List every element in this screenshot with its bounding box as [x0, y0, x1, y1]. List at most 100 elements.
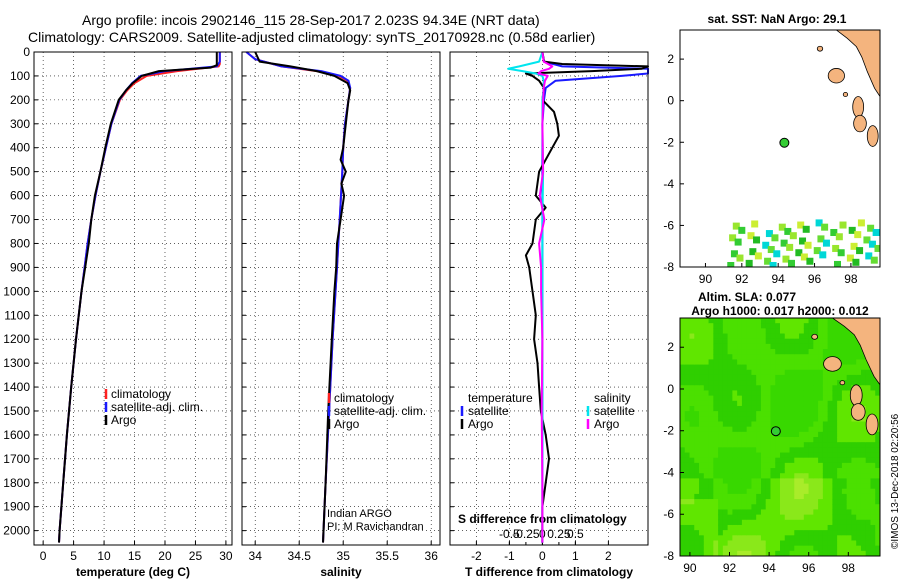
- sla-cell: [756, 349, 762, 355]
- sla-cell: [794, 535, 800, 541]
- sla-cell: [708, 442, 714, 448]
- sla-cell: [694, 343, 700, 350]
- sla-cell: [699, 416, 705, 422]
- sla-cell: [727, 462, 733, 469]
- sla-cell: [808, 426, 814, 433]
- sst-cell: [773, 250, 781, 258]
- sla-cell: [851, 333, 857, 340]
- sst-cell: [865, 252, 873, 260]
- sla-cell: [746, 400, 752, 407]
- sla-cell: [832, 499, 838, 505]
- sla-cell: [699, 318, 705, 324]
- sla-cell: [851, 493, 857, 500]
- sla-cell: [713, 369, 719, 376]
- sla-cell: [803, 473, 810, 479]
- sla-cell: [713, 374, 719, 381]
- sla-cell: [689, 333, 695, 340]
- sla-cell: [856, 349, 862, 355]
- sla-cell: [803, 550, 810, 556]
- sla-cell: [822, 473, 829, 479]
- sla-cell: [813, 374, 819, 381]
- sla-cell: [770, 447, 776, 454]
- sla-cell: [827, 343, 833, 350]
- sla-cell: [846, 374, 852, 381]
- sla-cell: [680, 349, 686, 355]
- sla-cell: [813, 380, 819, 386]
- sla-cell: [756, 452, 762, 459]
- sla-cell: [865, 514, 871, 521]
- sla-cell: [708, 452, 714, 459]
- sla-cell: [813, 354, 819, 360]
- sla-cell: [760, 354, 767, 360]
- sla-cell: [708, 349, 714, 355]
- sla-cell: [694, 493, 700, 500]
- sla-cell: [708, 359, 714, 366]
- sla-cell: [703, 535, 710, 541]
- sla-cell: [727, 504, 733, 510]
- sla-cell: [784, 318, 791, 324]
- sla-cell: [780, 426, 786, 433]
- sla-cell: [837, 437, 843, 443]
- sla-cell: [741, 380, 748, 386]
- x-tick-label: 20: [158, 549, 172, 563]
- sla-cell: [813, 369, 819, 376]
- sla-cell: [708, 400, 714, 407]
- sla-cell: [851, 380, 857, 386]
- sla-cell: [832, 488, 838, 495]
- x-tick-label: 0: [40, 549, 47, 563]
- sla-cell: [794, 519, 800, 526]
- sla-cell: [827, 323, 833, 329]
- sla-cell: [751, 493, 757, 500]
- sla-cell: [689, 369, 695, 376]
- sla-cell: [765, 514, 771, 521]
- sla-cell: [780, 504, 786, 510]
- sla-cell: [827, 442, 833, 448]
- depth-tick-label: 300: [10, 117, 30, 131]
- sla-cell: [732, 488, 738, 495]
- sla-cell: [703, 318, 710, 324]
- sla-cell: [799, 540, 805, 547]
- sla-cell: [775, 416, 781, 422]
- sla-cell: [818, 323, 824, 329]
- sla-cell: [784, 493, 791, 500]
- sla-cell: [822, 540, 829, 547]
- sla-cell: [699, 437, 705, 443]
- sla-cell: [699, 509, 705, 516]
- sla-cell: [865, 545, 871, 552]
- sla-cell: [746, 452, 752, 459]
- sla-cell: [694, 431, 700, 438]
- sla-cell: [841, 530, 848, 536]
- sla-cell: [789, 359, 795, 366]
- sla-cell: [794, 483, 800, 490]
- sla-cell: [751, 380, 757, 386]
- sla-cell: [699, 349, 705, 355]
- sla-cell: [765, 338, 771, 345]
- sla-cell: [722, 411, 729, 417]
- sla-cell: [803, 509, 810, 516]
- sla-cell: [741, 514, 748, 521]
- sla-cell: [780, 333, 786, 340]
- sla-cell: [865, 380, 871, 386]
- sla-cell: [813, 468, 819, 474]
- sla-cell: [837, 483, 843, 490]
- sla-cell: [837, 328, 843, 335]
- sla-cell: [713, 343, 719, 350]
- sla-cell: [822, 535, 829, 541]
- sla-cell: [803, 421, 810, 428]
- sla-cell: [775, 545, 781, 552]
- sla-cell: [856, 519, 862, 526]
- sla-cell: [827, 462, 833, 469]
- sla-cell: [851, 540, 857, 547]
- sla-cell: [703, 421, 710, 428]
- sla-cell: [718, 550, 724, 556]
- sla-cell: [727, 343, 733, 350]
- sla-cell: [818, 550, 824, 556]
- sla-cell: [737, 364, 743, 371]
- sla-cell: [851, 369, 857, 376]
- sla-cell: [846, 426, 852, 433]
- sla-cell: [870, 405, 876, 412]
- sla-cell: [756, 411, 762, 417]
- sla-cell: [813, 318, 819, 324]
- sla-cell: [722, 530, 729, 536]
